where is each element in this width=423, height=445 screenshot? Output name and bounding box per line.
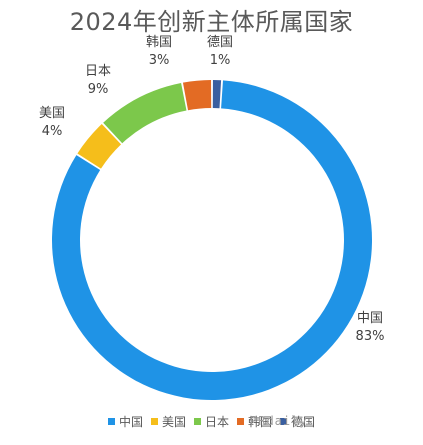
- slice-value-usa: 4%: [42, 124, 63, 139]
- legend-item-china: 中国: [107, 413, 143, 430]
- slice-value-japan: 9%: [88, 82, 109, 97]
- slice-korea: [182, 80, 212, 111]
- slice-label-china: 中国: [357, 311, 383, 326]
- legend-swatch-china: [107, 418, 115, 425]
- slice-label-japan: 日本: [85, 64, 111, 79]
- donut-svg: 中国 83% 美国 4% 日本 9% 韩国 3% 德国 1%: [39, 35, 385, 400]
- slice-japan: [103, 83, 187, 144]
- legend-item-usa: 美国: [150, 413, 186, 430]
- legend-swatch-germany: [280, 418, 288, 425]
- legend-item-korea: 韩国: [237, 413, 272, 430]
- slice-germany: [212, 80, 222, 109]
- slice-label-usa: 美国: [39, 106, 65, 121]
- legend-item-japan: 日本: [193, 413, 229, 430]
- watermark: PRdaily: [250, 414, 308, 428]
- legend-item-germany: 德国: [280, 413, 315, 430]
- slice-label-korea: 韩国: [146, 35, 172, 50]
- slice-value-germany: 1%: [210, 53, 231, 68]
- legend-label-china: 中国: [118, 415, 143, 429]
- legend-label-korea: 韩国: [248, 415, 273, 429]
- legend-label-japan: 日本: [204, 415, 229, 429]
- legend-label-germany: 德国: [291, 415, 316, 429]
- slice-value-china: 83%: [356, 329, 385, 344]
- slice-usa: [77, 124, 122, 169]
- legend-label-usa: 美国: [161, 415, 186, 429]
- legend-swatch-japan: [193, 418, 201, 425]
- slice-value-korea: 3%: [149, 53, 170, 68]
- slice-label-germany: 德国: [207, 35, 233, 50]
- chart-title: 2024年创新主体所属国家: [69, 8, 354, 36]
- legend-swatch-usa: [150, 418, 158, 425]
- legend-swatch-korea: [237, 418, 244, 425]
- chart-legend: 中国 美国 日本 韩国 德国: [0, 413, 423, 430]
